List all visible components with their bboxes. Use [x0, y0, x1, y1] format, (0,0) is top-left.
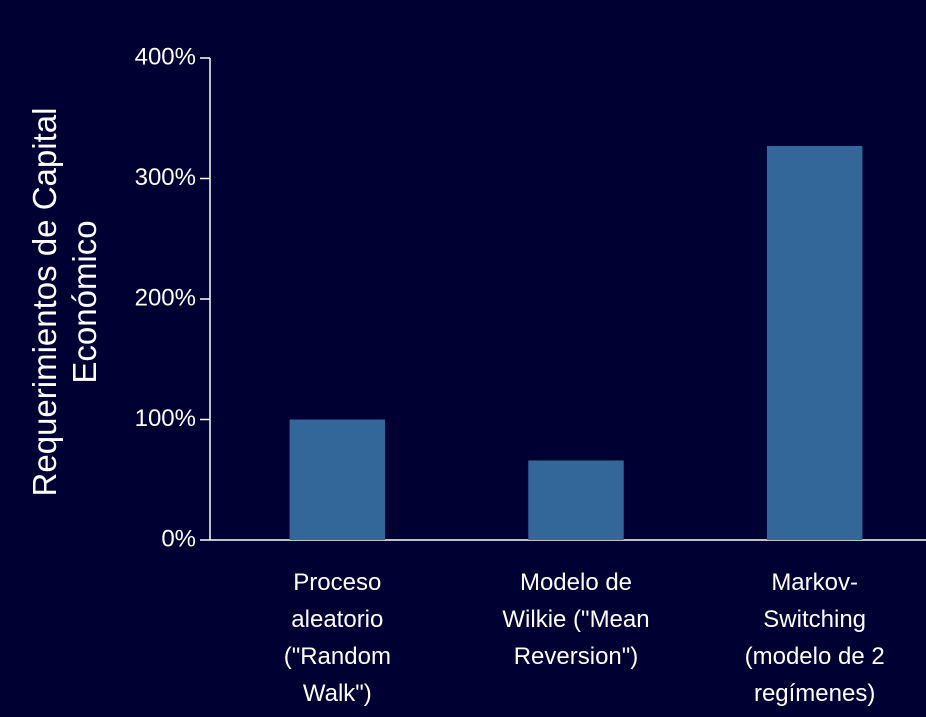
bar: [528, 460, 624, 540]
x-tick-label: Proceso aleatorio ("Random Walk"): [283, 569, 391, 707]
x-tick-label: Markov- Switching (modelo de 2 regímenes…: [744, 569, 885, 707]
y-tick-label: 300%: [135, 164, 196, 191]
y-tick-label: 400%: [135, 43, 196, 70]
y-tick-label: 100%: [135, 405, 196, 432]
x-tick-label: Modelo de Wilkie ("Mean Reversion"): [502, 569, 650, 670]
bar: [766, 145, 863, 540]
y-tick-label: 200%: [135, 284, 196, 311]
y-tick-label: 0%: [161, 525, 196, 552]
bar: [289, 419, 386, 540]
y-axis-label: Requerimientos de Capital Económico: [26, 107, 103, 497]
